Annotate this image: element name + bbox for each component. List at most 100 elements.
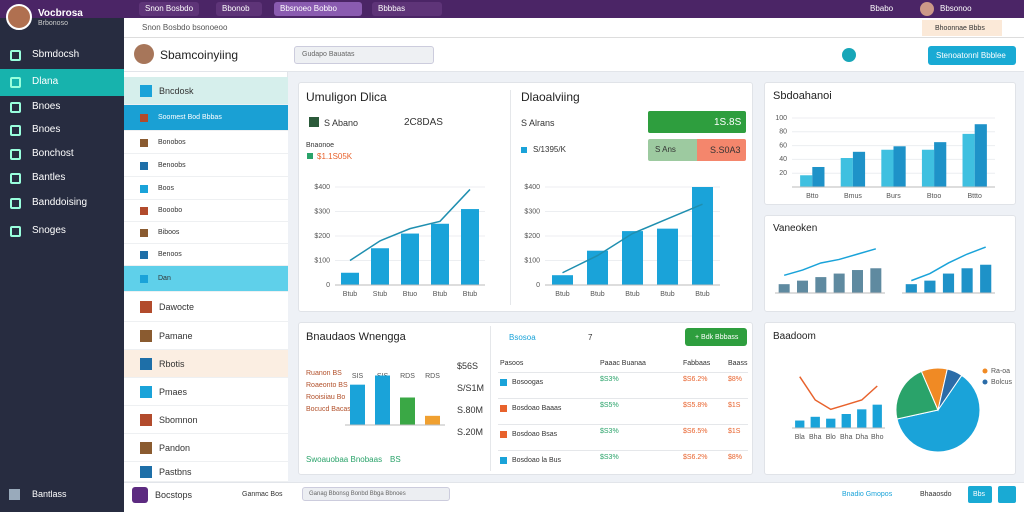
chart-title: Bnaudaos Wnengga [306, 331, 406, 343]
sidebar-icon [10, 102, 21, 113]
subnav-icon [140, 229, 148, 237]
table-cell: $S5.8% [683, 402, 708, 409]
browser-tab[interactable] [139, 2, 199, 16]
browser-tab-label[interactable]: Bbonob [222, 4, 250, 13]
subnav-item[interactable]: Pamane [159, 331, 193, 341]
table-header: Fabbaas [683, 360, 711, 367]
sidebar-icon [10, 149, 21, 160]
panel [764, 322, 1016, 475]
sidebar-icon [10, 125, 21, 136]
table-button[interactable] [685, 328, 747, 346]
table-cell: $S6.2% [683, 376, 708, 383]
browser-tab[interactable] [274, 2, 362, 16]
sidebar-item[interactable]: Bantles [32, 172, 66, 183]
subnav-item[interactable]: Soomest Bod Bbbas [158, 114, 222, 121]
sidebar-item[interactable]: Banddoising [32, 197, 88, 208]
search-box[interactable] [294, 46, 434, 64]
subnav-row[interactable] [124, 222, 288, 244]
chart-title: Baadoom [773, 331, 816, 342]
subnav-item[interactable]: Pandon [159, 443, 191, 453]
browser-tab-label[interactable]: Snon Bosbdo [145, 4, 194, 13]
footer-search-text[interactable]: Ganag Bbonsg Bonbd Bbga Bbnoes [309, 491, 406, 497]
legend-label: S/1395/K [533, 145, 566, 154]
footer-button[interactable] [998, 486, 1016, 503]
footer-label: BS [390, 455, 401, 464]
search-placeholder[interactable]: Gudapo Bauatas [302, 51, 355, 58]
table-button-label[interactable]: + Bdk Bbbass [695, 334, 739, 341]
sidebar-item[interactable]: Bonchost [32, 148, 74, 159]
table-header: Pasoos [500, 360, 524, 367]
browser-tab-label[interactable]: Bbsnoeo Bobbo [280, 4, 337, 13]
subnav-item[interactable]: Pastbns [159, 467, 192, 477]
primary-button-label[interactable]: Stenoatonnl Bbblee [936, 51, 1006, 60]
footer-search[interactable] [302, 487, 450, 501]
legend-label: $1.1S05K [317, 152, 353, 161]
badge-label: S Ans [655, 145, 676, 154]
site-action[interactable]: Bhoonnae Bbbs [935, 25, 985, 32]
table-count: 7 [588, 333, 593, 342]
address-bar [124, 18, 1024, 38]
badge-label: S.S0A3 [710, 145, 741, 155]
table-cell: Bosoogas [512, 379, 544, 386]
subnav-row[interactable] [124, 462, 288, 482]
subnav-icon [140, 161, 148, 170]
subnav-icon [140, 184, 148, 193]
footer-status: Bnadio Gmopos [842, 491, 893, 498]
browser-tab[interactable] [372, 2, 442, 16]
subnav-item[interactable]: Dawocte [159, 302, 195, 312]
subnav-icon [140, 207, 148, 215]
table-row [498, 424, 748, 425]
subnav-item[interactable]: Pmaes [159, 387, 188, 397]
browser-tab-label[interactable]: Bbbbas [378, 4, 406, 13]
sidebar-footer[interactable]: Bantlass [32, 489, 67, 499]
subnav-item[interactable]: Dan [158, 275, 171, 282]
sidebar-item[interactable]: Sbmdocsh [32, 49, 80, 60]
table-tab: Bsosoa [509, 333, 536, 342]
subnav-item[interactable]: Boos [158, 184, 174, 192]
table-cell: $S6.2% [683, 454, 708, 461]
subnav-item[interactable]: Biboos [158, 229, 180, 236]
subnav-row[interactable] [124, 105, 288, 131]
header [124, 38, 1024, 72]
subnav-item[interactable]: Benoos [158, 251, 182, 258]
row-value: S.20M [457, 427, 484, 437]
table-cell: $8% [728, 376, 743, 383]
footer-action[interactable]: Bhaaosdo [920, 491, 952, 498]
table-row [498, 450, 748, 451]
subnav-icon [140, 358, 152, 370]
sidebar-item[interactable]: Snoges [32, 225, 66, 236]
panel-divider [490, 326, 491, 471]
subnav-item[interactable]: Rbotis [159, 359, 185, 369]
subnav-row[interactable] [124, 266, 288, 292]
sidebar-item[interactable]: Dlana [32, 76, 59, 87]
site-action-bg [922, 20, 1002, 36]
footer-tab[interactable]: Ganmac Bos [242, 491, 283, 498]
subnav-icon [140, 114, 148, 122]
brand-name: Vocbrosa [38, 8, 83, 19]
subnav-icon [140, 466, 152, 478]
sidebar-item[interactable]: Bnoes [32, 124, 61, 135]
subnav-item[interactable]: Benoobs [158, 161, 186, 169]
subnav-row[interactable] [124, 244, 288, 266]
primary-button[interactable] [928, 46, 1016, 65]
chart-title: Dlaoalviing [521, 90, 580, 104]
table-cell: $8% [728, 454, 743, 461]
icon-btn[interactable] [842, 48, 856, 62]
subnav-item[interactable]: Booobo [158, 207, 183, 214]
subnav-row[interactable] [124, 131, 288, 154]
subnav-item[interactable]: Sbomnon [159, 415, 198, 425]
subnav-row[interactable] [124, 378, 288, 406]
footer-title: Bocstops [155, 490, 193, 500]
footer-button-label[interactable]: Bbs [973, 491, 986, 498]
subnav-row[interactable] [124, 154, 288, 177]
sidebar-item[interactable]: Bnoes [32, 101, 61, 112]
subnav-item[interactable]: Bncdosk [159, 86, 194, 96]
subnav-row[interactable] [124, 200, 288, 222]
table-cell: $S3% [600, 454, 619, 461]
browser-tab[interactable] [216, 2, 262, 16]
footer-button[interactable] [968, 486, 992, 503]
subnav-icon [140, 414, 152, 426]
subnav-item[interactable]: Bonobos [158, 138, 186, 146]
subnav-row[interactable] [124, 177, 288, 200]
table-cell: Bosdoao Bsas [512, 431, 558, 438]
